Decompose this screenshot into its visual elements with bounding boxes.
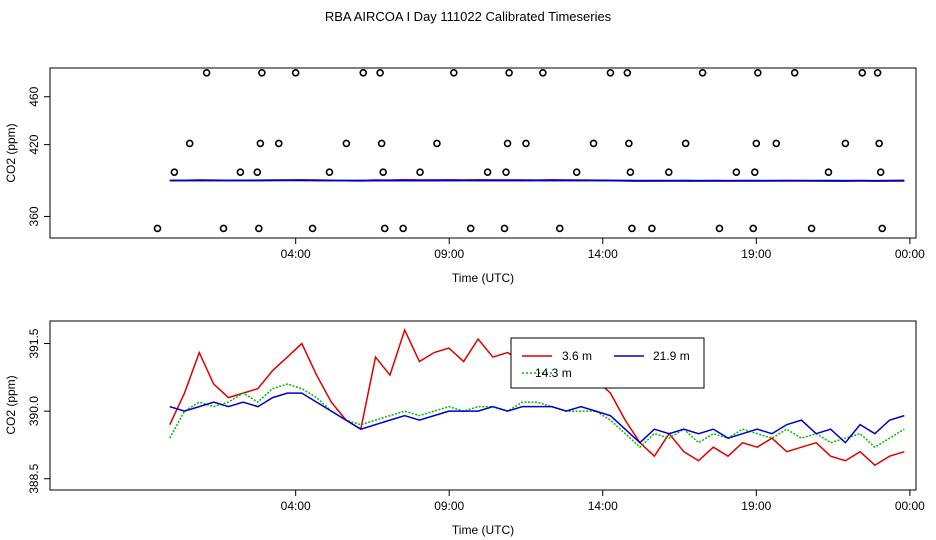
reference-point [875, 139, 883, 148]
reference-point [754, 68, 762, 77]
reference-point [502, 168, 510, 176]
reference-point [876, 168, 885, 176]
reference-point [500, 224, 509, 233]
bottom-x-axis: 04:00 09:00 14:00 19:00 00:00 [281, 490, 925, 513]
top-y-axis: 360 420 460 [27, 86, 50, 226]
reference-point [749, 224, 758, 233]
top-x-axis-label: Time (UTC) [452, 271, 514, 285]
reference-point [681, 139, 690, 148]
series-line-14-3m [169, 383, 905, 449]
reference-point [466, 224, 475, 233]
reference-point [399, 224, 407, 233]
reference-point [291, 68, 300, 77]
reference-point [772, 139, 781, 148]
reference-point [274, 139, 283, 148]
reference-point [522, 139, 530, 148]
reference-point [873, 68, 882, 77]
reference-point [258, 68, 266, 77]
reference-point [256, 139, 265, 148]
y-tick-label: 388.5 [27, 463, 41, 493]
reference-point [380, 224, 389, 233]
reference-point [450, 68, 458, 77]
reference-point [623, 68, 632, 77]
reference-point [732, 168, 741, 176]
x-tick-label: 09:00 [434, 247, 464, 261]
reference-point [376, 68, 384, 77]
legend-box [510, 337, 705, 389]
reference-point [255, 224, 263, 233]
bottom-plot-frame [49, 320, 917, 491]
reference-point [153, 224, 162, 233]
reference-point [308, 224, 317, 233]
reference-point [379, 168, 387, 176]
reference-point [503, 139, 512, 148]
reference-point [824, 168, 833, 176]
series-line-21-9m [169, 392, 905, 444]
reference-point [648, 224, 656, 233]
reference-point [505, 68, 513, 77]
reference-point [626, 168, 635, 176]
bottom-y-axis: 388.5 390.0 391.5 [27, 328, 50, 494]
reference-point [878, 224, 887, 233]
x-tick-label: 14:00 [588, 247, 618, 261]
reference-point [841, 139, 850, 148]
y-tick-label: 391.5 [27, 328, 41, 358]
reference-point [253, 168, 262, 176]
bottom-y-axis-label: CO2 (ppm) [4, 375, 18, 434]
top-y-axis-label: CO2 (ppm) [4, 123, 18, 182]
y-tick-label: 390.0 [27, 396, 41, 426]
reference-point [572, 168, 581, 176]
legend: 3.6 m 21.9 m 14.3 m [510, 337, 705, 389]
reference-point [185, 139, 194, 148]
reference-point [790, 68, 799, 77]
x-tick-label: 19:00 [741, 247, 771, 261]
reference-point [377, 139, 386, 148]
legend-label-14-3m: 14.3 m [535, 366, 572, 380]
x-tick-label: 14:00 [588, 499, 618, 513]
reference-point [539, 68, 547, 77]
x-tick-label: 04:00 [281, 247, 311, 261]
reference-point [698, 68, 707, 77]
bottom-panel: 04:00 09:00 14:00 19:00 00:00 388.5 390.0 391.… [4, 320, 925, 537]
top-series-lines [169, 178, 905, 182]
reference-point [170, 168, 179, 176]
top-plot-frame [49, 67, 917, 239]
y-tick-label: 420 [27, 134, 41, 154]
reference-point [606, 68, 615, 77]
reference-point [752, 139, 761, 148]
x-tick-label: 00:00 [895, 499, 925, 513]
x-tick-label: 19:00 [741, 499, 771, 513]
reference-point [483, 168, 492, 176]
reference-point [628, 224, 636, 233]
reference-point [858, 68, 867, 77]
top-x-axis: 04:00 09:00 14:00 19:00 00:00 [281, 238, 925, 261]
reference-point [664, 168, 673, 176]
reference-point [359, 68, 368, 77]
y-tick-label: 460 [27, 86, 41, 106]
reference-point [589, 139, 598, 148]
reference-point [807, 224, 816, 233]
bottom-x-axis-label: Time (UTC) [452, 523, 514, 537]
reference-point [715, 224, 724, 233]
reference-point [750, 168, 759, 176]
top-panel: 04:00 09:00 14:00 19:00 00:00 360 420 460 Time… [4, 67, 925, 285]
page-title: RBA AIRCOA I Day 111022 Calibrated Times… [324, 9, 612, 24]
reference-point [236, 168, 245, 176]
reference-point [625, 139, 633, 148]
reference-point [202, 68, 211, 77]
reference-point [416, 168, 424, 176]
y-tick-label: 360 [27, 206, 41, 226]
reference-point [325, 168, 334, 176]
legend-label-3-6m: 3.6 m [562, 349, 592, 363]
legend-label-21-9m: 21.9 m [653, 349, 690, 363]
reference-point [433, 139, 441, 148]
x-tick-label: 00:00 [895, 247, 925, 261]
reference-point [555, 224, 564, 233]
reference-point [342, 139, 351, 148]
x-tick-label: 04:00 [281, 499, 311, 513]
reference-point [219, 224, 228, 233]
x-tick-label: 09:00 [434, 499, 464, 513]
top-reference-points [153, 68, 887, 233]
